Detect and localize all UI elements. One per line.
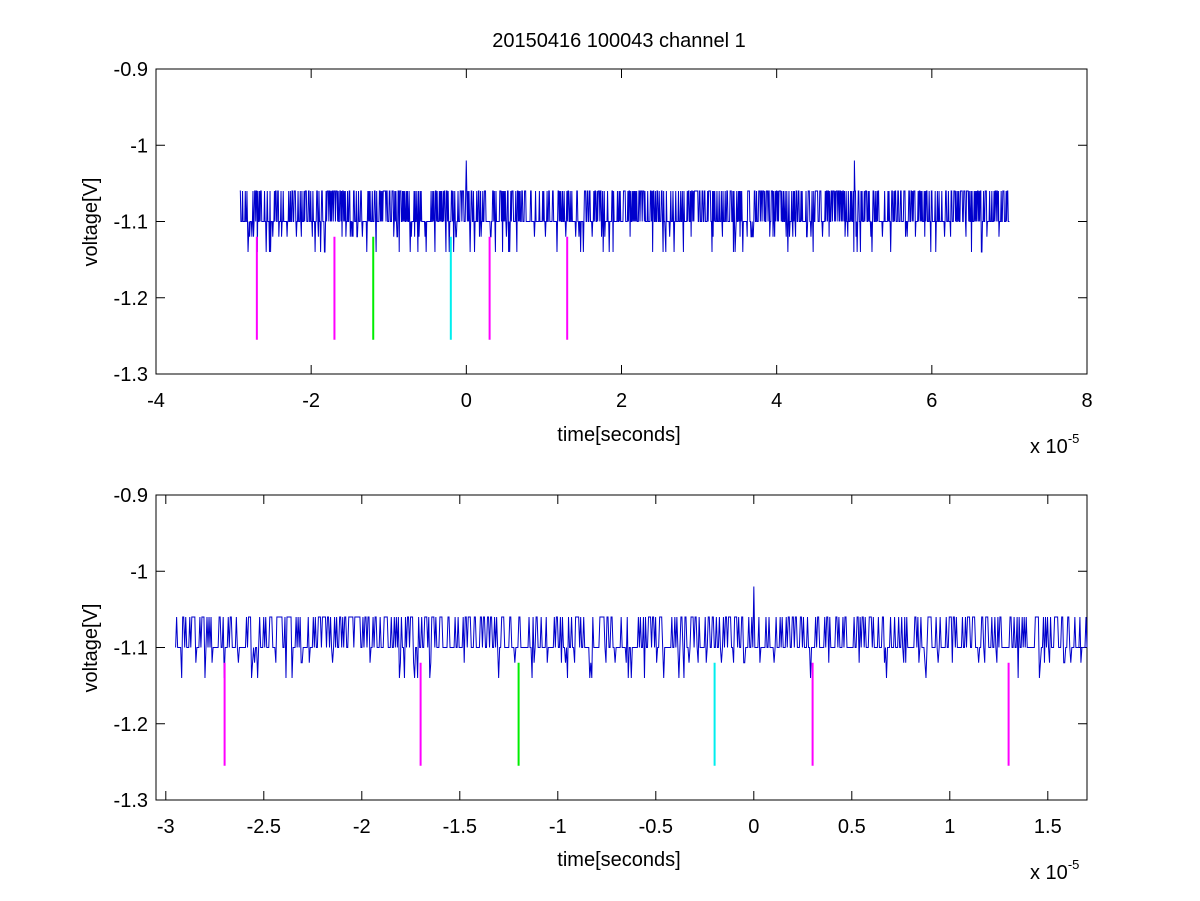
top-ytick-label: -1 — [130, 135, 148, 157]
top-marker-layer — [255, 236, 569, 340]
figure-title: 20150416 100043 channel 1 — [492, 30, 746, 52]
bottom-axes-ticks: -3 -2.5 -2 -1.5 -1 -0.5 0 0.5 1 1.5 -1.3 -1.2 -1.1 -1… — [114, 485, 1087, 838]
top-signal-layer — [239, 160, 1010, 253]
bottom-signal-trace — [175, 586, 1088, 679]
bottom-ytick-label: -1.2 — [114, 714, 148, 736]
bottom-xtick-label: -0.5 — [639, 816, 673, 838]
bottom-xtick-label: 1 — [944, 816, 955, 838]
top-xtick-label: 0 — [461, 390, 472, 412]
top-ytick-label: -0.9 — [114, 59, 148, 81]
bottom-xtick-label: 0.5 — [838, 816, 866, 838]
top-xtick-label: 6 — [926, 390, 937, 412]
bottom-signal-layer — [175, 586, 1088, 679]
top-ytick-label: -1.3 — [114, 364, 148, 386]
bottom-xtick-label: -2 — [353, 816, 371, 838]
bottom-xtick-label: -1.5 — [443, 816, 477, 838]
bottom-x-axis-label: time[seconds] — [557, 849, 680, 871]
bottom-ytick-label: -1 — [130, 561, 148, 583]
bottom-xtick-label: -2.5 — [247, 816, 281, 838]
top-axes: -4 -2 0 2 4 6 8 -1.3 -1.2 -1.1 -1 -0.9 time[seconds… — [80, 59, 1093, 458]
bottom-marker-layer — [223, 662, 1010, 766]
top-ytick-label: -1.2 — [114, 288, 148, 310]
bottom-xtick-label: -3 — [157, 816, 175, 838]
top-xtick-label: -2 — [302, 390, 320, 412]
top-ytick-label: -1.1 — [114, 212, 148, 234]
top-xtick-label: 2 — [616, 390, 627, 412]
top-xtick-label: 4 — [771, 390, 782, 412]
top-y-axis-label: voltage[V] — [80, 178, 102, 267]
top-signal-trace — [239, 160, 1010, 253]
bottom-ytick-label: -1.3 — [114, 790, 148, 812]
bottom-y-axis-label: voltage[V] — [80, 604, 102, 693]
bottom-xtick-label: 0 — [748, 816, 759, 838]
top-x-axis-label: time[seconds] — [557, 424, 680, 446]
top-axes-ticks: -4 -2 0 2 4 6 8 -1.3 -1.2 -1.1 -1 -0.9 — [114, 59, 1093, 412]
bottom-xtick-label: -1 — [549, 816, 567, 838]
bottom-axes: -3 -2.5 -2 -1.5 -1 -0.5 0 0.5 1 1.5 -1.3 -1.2 -1.1 -1… — [80, 485, 1088, 884]
top-x-multiplier: x 10-5 — [1030, 431, 1079, 458]
bottom-ytick-label: -0.9 — [114, 485, 148, 507]
top-xtick-label: -4 — [147, 390, 165, 412]
top-xtick-label: 8 — [1081, 390, 1092, 412]
bottom-xtick-label: 1.5 — [1034, 816, 1062, 838]
bottom-x-multiplier: x 10-5 — [1030, 857, 1079, 884]
bottom-ytick-label: -1.1 — [114, 638, 148, 660]
